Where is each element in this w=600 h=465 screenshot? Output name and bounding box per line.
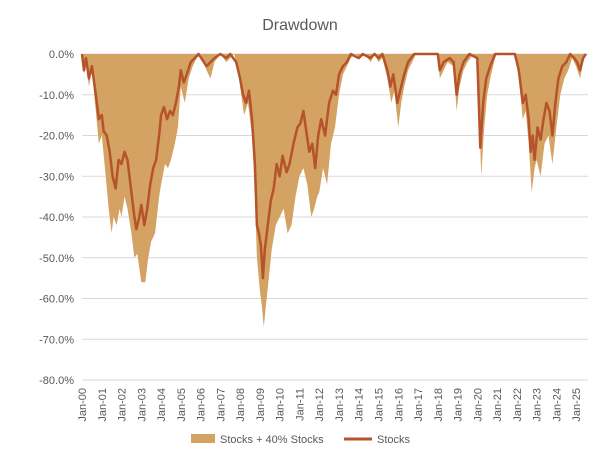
x-tick-label: Jan-09 bbox=[255, 388, 267, 422]
legend-label-stocks-40: Stocks + 40% Stocks bbox=[220, 434, 324, 446]
x-tick-label: Jan-04 bbox=[156, 388, 168, 422]
x-tick-label: Jan-25 bbox=[571, 388, 583, 422]
x-tick-label: Jan-17 bbox=[413, 388, 425, 422]
x-tick-label: Jan-02 bbox=[117, 388, 129, 422]
y-tick-label: -50.0% bbox=[39, 253, 74, 265]
x-tick-label: Jan-03 bbox=[136, 388, 148, 422]
y-axis-ticks: 0.0% -10.0% -20.0% -30.0% -40.0% -50.0% -60.0%… bbox=[39, 49, 74, 387]
x-tick-label: Jan-19 bbox=[453, 388, 465, 422]
x-tick-label: Jan-22 bbox=[512, 388, 524, 422]
y-tick-label: -60.0% bbox=[39, 294, 74, 306]
x-tick-label: Jan-23 bbox=[532, 388, 544, 422]
x-tick-label: Jan-05 bbox=[176, 388, 188, 422]
y-tick-label: -80.0% bbox=[39, 375, 74, 387]
x-tick-label: Jan-21 bbox=[492, 388, 504, 422]
x-tick-label: Jan-13 bbox=[334, 388, 346, 422]
x-axis-ticks: Jan-00 Jan-01 Jan-02 Jan-03 Jan-04 Jan-05 Jan-… bbox=[77, 388, 583, 422]
x-tick-label: Jan-07 bbox=[215, 388, 227, 422]
y-tick-label: -70.0% bbox=[39, 334, 74, 346]
x-tick-label: Jan-18 bbox=[433, 388, 445, 422]
x-tick-label: Jan-16 bbox=[393, 388, 405, 422]
legend: Stocks + 40% Stocks Stocks bbox=[191, 434, 411, 446]
y-tick-label: -20.0% bbox=[39, 131, 74, 143]
legend-label-stocks: Stocks bbox=[377, 434, 411, 446]
x-tick-label: Jan-06 bbox=[196, 388, 208, 422]
line-series-stocks bbox=[80, 52, 588, 280]
series-layer bbox=[80, 52, 588, 327]
x-tick-label: Jan-14 bbox=[354, 388, 366, 422]
y-tick-label: 0.0% bbox=[49, 49, 74, 61]
legend-swatch-stocks-40 bbox=[191, 434, 215, 443]
x-tick-label: Jan-08 bbox=[235, 388, 247, 422]
x-tick-label: Jan-10 bbox=[275, 388, 287, 422]
x-tick-label: Jan-15 bbox=[373, 388, 385, 422]
area-series-stocks-40 bbox=[82, 54, 586, 327]
x-tick-label: Jan-00 bbox=[77, 388, 89, 422]
x-tick-label: Jan-11 bbox=[294, 388, 306, 421]
y-tick-label: -10.0% bbox=[39, 90, 74, 102]
chart-title: Drawdown bbox=[262, 17, 338, 34]
x-tick-label: Jan-24 bbox=[551, 388, 563, 422]
x-tick-label: Jan-20 bbox=[472, 388, 484, 422]
y-tick-label: -40.0% bbox=[39, 212, 74, 224]
y-tick-label: -30.0% bbox=[39, 171, 74, 183]
x-tick-label: Jan-12 bbox=[314, 388, 326, 422]
x-tick-label: Jan-01 bbox=[97, 388, 109, 422]
